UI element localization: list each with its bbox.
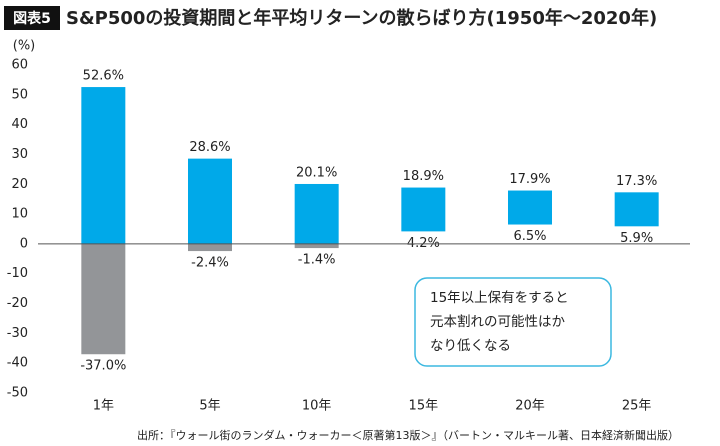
value-label: -2.4%: [191, 256, 229, 271]
y-tick-label: 10: [11, 207, 28, 222]
value-label: 52.6%: [83, 69, 124, 84]
bar-positive: [188, 158, 232, 244]
y-tick-label: 40: [11, 117, 28, 132]
x-tick-label: 10年: [302, 399, 332, 414]
y-unit: (%): [13, 39, 36, 54]
bar-negative: [81, 243, 126, 355]
bar-negative: [188, 243, 232, 252]
y-tick-label: 30: [11, 147, 28, 162]
bar-positive: [401, 187, 446, 232]
y-tick-label: 60: [11, 58, 28, 73]
y-tick-label: -10: [7, 266, 28, 281]
annotation-line: 元本割れの可能性はか: [430, 313, 565, 330]
bar-positive: [294, 183, 339, 244]
value-label: 18.9%: [403, 169, 444, 184]
figure-label-box: [4, 6, 60, 30]
bar-negative: [294, 243, 339, 249]
value-label: 17.3%: [616, 174, 657, 189]
value-label: 17.9%: [509, 172, 550, 187]
value-label: 6.5%: [513, 229, 546, 244]
source: 出所：『ウォール街のランダム・ウォーカー＜原著第13版＞』（バートン・マルキール…: [137, 428, 679, 442]
value-label: 28.6%: [189, 140, 230, 155]
x-tick-label: 25年: [622, 399, 652, 414]
y-tick-label: -30: [7, 326, 28, 341]
annotation-line: なり低くなる: [430, 338, 511, 354]
x-tick-label: 20年: [515, 399, 545, 414]
value-label: 20.1%: [296, 165, 337, 180]
value-label: 5.9%: [620, 231, 653, 246]
y-tick-label: -40: [7, 356, 28, 371]
bar-positive: [508, 190, 552, 225]
x-tick-label: 1年: [93, 399, 114, 414]
x-tick-label: 5年: [199, 399, 220, 414]
chart-title: S&P500の投資期間と年平均リターンの散らばり方(1950年～2020年): [66, 7, 657, 29]
bar-positive: [614, 192, 659, 227]
annotation-line: 15年以上保有をすると: [430, 290, 569, 306]
y-tick-label: 20: [11, 177, 28, 192]
bar-positive: [81, 87, 126, 244]
figure-label: 図表5: [13, 10, 51, 27]
x-tick-label: 15年: [409, 399, 439, 414]
value-label: -1.4%: [298, 253, 336, 268]
y-tick-label: 50: [11, 87, 28, 102]
annotation-box: [414, 277, 612, 367]
value-label: -37.0%: [80, 359, 126, 374]
y-tick-label: 0: [20, 236, 28, 251]
value-label: 4.2%: [407, 236, 440, 251]
y-tick-label: -50: [7, 386, 28, 401]
y-tick-label: -20: [7, 296, 28, 311]
